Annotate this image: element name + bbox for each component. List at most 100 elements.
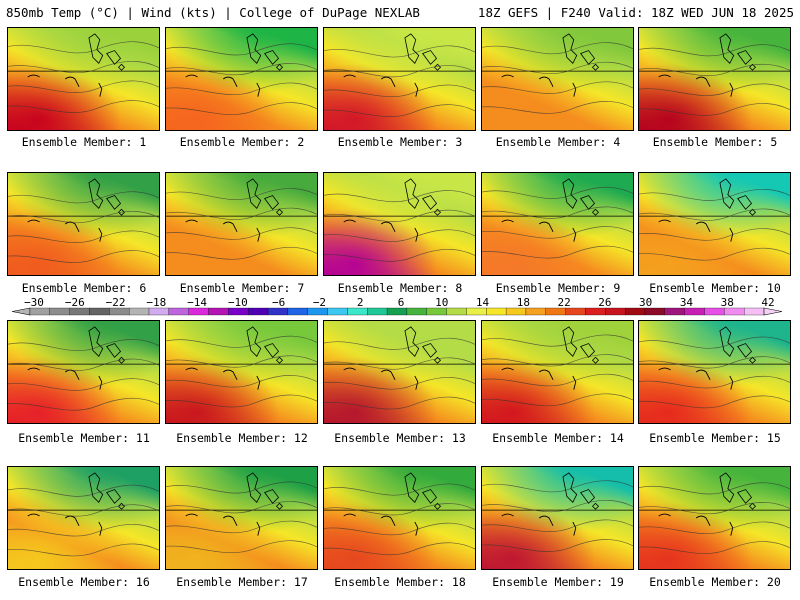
colorbar-tick-label: 26 xyxy=(598,296,611,309)
ensemble-map-panel xyxy=(323,27,476,131)
ensemble-map-panel xyxy=(323,320,476,424)
colorbar-swatch xyxy=(446,307,467,316)
colorbar-tick-label: −26 xyxy=(65,296,85,309)
ensemble-map-panel xyxy=(323,466,476,570)
colorbar-swatch xyxy=(129,307,150,316)
ensemble-map-panel xyxy=(481,172,634,276)
colorbar-swatch xyxy=(267,307,289,316)
colorbar-swatch xyxy=(69,307,90,316)
colorbar-swatch xyxy=(109,307,130,316)
colorbar-swatch xyxy=(505,307,527,316)
colorbar-swatch xyxy=(605,307,626,316)
ensemble-member-label: Ensemble Member: 16 xyxy=(18,575,150,589)
ensemble-member-label: Ensemble Member: 3 xyxy=(337,135,463,149)
colorbar-tick-label: −10 xyxy=(228,296,248,309)
ensemble-member-label: Ensemble Member: 11 xyxy=(18,431,150,445)
ensemble-map-panel xyxy=(165,172,318,276)
colorbar-swatch xyxy=(644,307,665,316)
colorbar-swatch xyxy=(248,307,269,316)
colorbar-swatch xyxy=(724,307,745,316)
colorbar-swatch xyxy=(188,307,209,316)
colorbar-swatch xyxy=(406,307,427,316)
colorbar-swatch xyxy=(347,307,368,316)
ensemble-member-label: Ensemble Member: 14 xyxy=(492,431,624,445)
temperature-colorbar: −30 −26 −22 −18 −14 −10 −6 −2 2 6 10 14 18 22 26 30 34 38… xyxy=(0,296,800,320)
colorbar-swatch xyxy=(565,307,586,316)
colorbar-right-arrow xyxy=(763,307,783,316)
colorbar-swatch xyxy=(367,307,388,316)
ensemble-map-panel xyxy=(638,27,791,131)
colorbar-swatch xyxy=(386,307,408,316)
colorbar-swatch xyxy=(148,307,170,316)
ensemble-map-panel xyxy=(481,27,634,131)
colorbar-swatch xyxy=(426,307,447,316)
colorbar-tick-label: −6 xyxy=(272,296,285,309)
ensemble-member-label: Ensemble Member: 12 xyxy=(176,431,308,445)
colorbar-tick-label: 38 xyxy=(721,296,734,309)
ensemble-member-label: Ensemble Member: 8 xyxy=(337,281,463,295)
ensemble-member-label: Ensemble Member: 7 xyxy=(179,281,305,295)
ensemble-map-panel xyxy=(638,320,791,424)
colorbar-swatch xyxy=(624,307,646,316)
colorbar-swatch xyxy=(466,307,487,316)
ensemble-member-label: Ensemble Member: 10 xyxy=(649,281,781,295)
colorbar-swatch xyxy=(744,307,765,316)
model-valid-time: 18Z GEFS | F240 Valid: 18Z WED JUN 18 20… xyxy=(477,5,794,20)
ensemble-member-label: Ensemble Member: 17 xyxy=(176,575,308,589)
colorbar-swatch xyxy=(486,307,507,316)
colorbar-swatch xyxy=(287,307,308,316)
colorbar-left-arrow xyxy=(11,307,31,316)
ensemble-member-label: Ensemble Member: 1 xyxy=(21,135,147,149)
ensemble-map-panel xyxy=(7,466,160,570)
colorbar-swatch xyxy=(585,307,606,316)
ensemble-member-label: Ensemble Member: 13 xyxy=(334,431,466,445)
ensemble-map-panel xyxy=(323,172,476,276)
colorbar-swatch xyxy=(307,307,328,316)
colorbar-tick-label: 18 xyxy=(517,296,530,309)
colorbar-tick-label: −22 xyxy=(106,296,126,309)
colorbar-swatch xyxy=(664,307,685,316)
ensemble-member-label: Ensemble Member: 18 xyxy=(334,575,466,589)
ensemble-member-label: Ensemble Member: 19 xyxy=(492,575,624,589)
colorbar-swatch xyxy=(684,307,705,316)
ensemble-member-label: Ensemble Member: 4 xyxy=(495,135,621,149)
ensemble-member-label: Ensemble Member: 2 xyxy=(179,135,305,149)
colorbar-tick-label: 42 xyxy=(761,296,774,309)
colorbar-swatch xyxy=(327,307,348,316)
ensemble-map-panel xyxy=(7,27,160,131)
ensemble-map-panel xyxy=(7,172,160,276)
colorbar-tick-label: −18 xyxy=(146,296,166,309)
colorbar-tick-label: −30 xyxy=(24,296,44,309)
colorbar-tick-label: 14 xyxy=(476,296,490,309)
colorbar-tick-label: 10 xyxy=(435,296,448,309)
colorbar-tick-label: 2 xyxy=(357,296,364,309)
colorbar-swatch xyxy=(89,307,110,316)
ensemble-map-panel xyxy=(481,320,634,424)
map-title: 850mb Temp (°C) | Wind (kts) | College o… xyxy=(6,5,420,20)
ensemble-member-label: Ensemble Member: 20 xyxy=(649,575,781,589)
ensemble-map-panel xyxy=(7,320,160,424)
ensemble-member-label: Ensemble Member: 9 xyxy=(495,281,621,295)
ensemble-map-panel xyxy=(481,466,634,570)
colorbar-swatch xyxy=(208,307,229,316)
ensemble-map-panel xyxy=(638,466,791,570)
colorbar-swatch xyxy=(168,307,189,316)
ensemble-map-panel xyxy=(165,27,318,131)
ensemble-member-label: Ensemble Member: 15 xyxy=(649,431,781,445)
ensemble-member-label: Ensemble Member: 5 xyxy=(652,135,778,149)
colorbar-tick-label: 6 xyxy=(398,296,405,309)
colorbar-swatch xyxy=(545,307,566,316)
ensemble-map-panel xyxy=(165,466,318,570)
ensemble-member-label: Ensemble Member: 6 xyxy=(21,281,147,295)
colorbar-tick-label: −14 xyxy=(187,296,207,309)
colorbar-tick-label: −2 xyxy=(313,296,326,309)
colorbar-swatch xyxy=(704,307,725,316)
colorbar-swatch xyxy=(228,307,249,316)
ensemble-map-panel xyxy=(165,320,318,424)
colorbar-tick-label: 34 xyxy=(680,296,694,309)
colorbar-tick-label: 30 xyxy=(639,296,652,309)
colorbar-swatch xyxy=(525,307,546,316)
colorbar-swatch xyxy=(29,307,50,316)
colorbar-tick-label: 22 xyxy=(557,296,570,309)
colorbar-swatch xyxy=(49,307,70,316)
